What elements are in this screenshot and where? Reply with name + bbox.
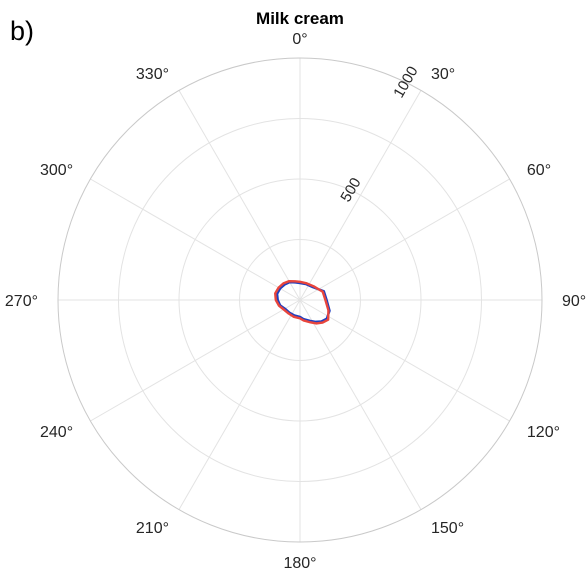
theta-tick-label: 300° xyxy=(40,162,73,179)
theta-tick-label: 30° xyxy=(431,66,455,83)
chart-title: Milk cream xyxy=(256,9,344,28)
panel-label: b) xyxy=(10,16,34,46)
grid-ring-250 xyxy=(239,239,361,361)
grid-ring-1000 xyxy=(57,57,543,543)
r-tick-label: 500 xyxy=(337,175,364,205)
theta-tick-label: 120° xyxy=(527,424,560,441)
grid-ring-500 xyxy=(178,178,422,422)
theta-tick-label: 240° xyxy=(40,424,73,441)
series-line-2 xyxy=(274,279,330,325)
theta-tick-label: 150° xyxy=(431,520,464,537)
series-layer xyxy=(274,279,331,325)
theta-tick-label: 210° xyxy=(136,520,169,537)
theta-tick-label: 90° xyxy=(562,293,586,310)
theta-tick-label: 330° xyxy=(136,66,169,83)
r-tick-label: 1000 xyxy=(390,63,421,100)
theta-tick-label: 60° xyxy=(527,162,551,179)
tick-labels: 0° 30° 60° 90° 120° 150° 180° 210° 240° 270° 300° 3… xyxy=(5,31,586,572)
theta-tick-label: 270° xyxy=(5,293,38,310)
theta-tick-label: 180° xyxy=(283,555,316,572)
theta-tick-label: 0° xyxy=(292,31,307,48)
grid-ring-750 xyxy=(118,118,482,482)
polar-grid xyxy=(57,57,543,543)
